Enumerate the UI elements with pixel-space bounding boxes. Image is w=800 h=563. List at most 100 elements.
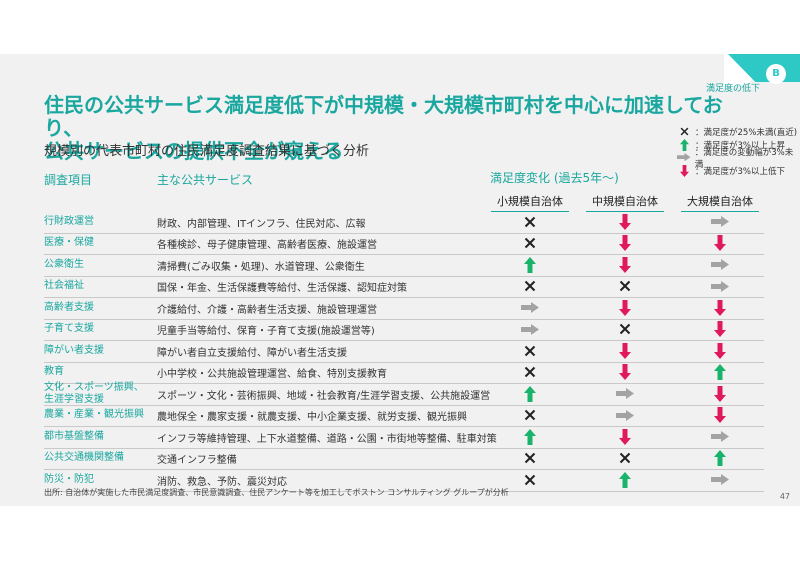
row-divider <box>44 383 764 384</box>
survey-item: 障がい者支援 <box>44 345 104 357</box>
cross-icon <box>615 320 635 338</box>
survey-item: 子育て支援 <box>44 323 94 335</box>
cross-icon <box>520 342 540 360</box>
source-note: 出所: 自治体が実施した市民満足度調査、市民意識調査、住民アンケート等を加工して… <box>44 488 509 497</box>
arrow-down-icon <box>676 164 692 177</box>
service-description: 清掃費(ごみ収集・処理)、水道管理、公衆衛生 <box>157 261 365 273</box>
service-description: 介護給付、介護・高齢者生活支援、施設管理運営 <box>157 304 377 316</box>
service-description: 交通インフラ整備 <box>157 455 237 467</box>
col-header-small: 小規模自治体 <box>497 195 563 208</box>
survey-item: 都市基盤整備 <box>44 431 104 443</box>
arrow-down-icon <box>710 234 730 252</box>
col-underline <box>681 211 759 212</box>
survey-item-label: 子育て支援 <box>44 323 94 335</box>
row-divider <box>44 490 764 492</box>
arrow-up-icon <box>520 385 540 403</box>
survey-item-label: 社会福祉 <box>44 280 84 292</box>
survey-item: 社会福祉 <box>44 280 84 292</box>
arrow-up-icon <box>676 138 692 151</box>
arrow-down-icon <box>710 385 730 403</box>
arrow-right-icon <box>520 320 540 338</box>
survey-item: 公共交通機関整備 <box>44 452 124 464</box>
survey-item-label: 教育 <box>44 366 64 378</box>
legend: ：満足度が25%未満(直近) ：満足度が3%以上上昇 ：満足度の変動幅が3%未満 ：満… <box>676 125 800 177</box>
header-item: 調査項目 <box>44 173 93 187</box>
legend-item: ：満足度が3%以上上昇 <box>676 138 800 151</box>
arrow-right-icon <box>615 406 635 424</box>
row-divider <box>44 340 764 341</box>
service-description: インフラ等維持管理、上下水道整備、道路・公園・市街地等整備、駐車対策 <box>157 433 497 445</box>
page-number: 47 <box>779 492 790 501</box>
col-underline <box>586 211 664 212</box>
service-description: 財政、内部管理、ITインフラ、住民対応、広報 <box>157 218 366 230</box>
cross-icon <box>520 449 540 467</box>
header-service: 主な公共サービス <box>157 173 254 187</box>
row-divider <box>44 426 764 427</box>
survey-item-label: 防災・防犯 <box>44 473 94 485</box>
arrow-up-icon <box>615 471 635 489</box>
legend-label: ：満足度の変動幅が3%未満 <box>694 147 794 170</box>
arrow-right-icon <box>615 385 635 403</box>
row-divider <box>44 361 764 363</box>
survey-item: 教育 <box>44 366 64 378</box>
row-divider <box>44 404 764 406</box>
row-divider <box>44 469 764 470</box>
survey-item: 行財政運営 <box>44 216 94 228</box>
arrow-right-icon <box>710 256 730 274</box>
survey-item: 公衆衛生 <box>44 259 84 271</box>
legend-label: ：満足度が25%未満(直近) <box>695 127 798 138</box>
survey-item-label: 医療・保健 <box>44 237 94 249</box>
arrow-right-icon <box>710 213 730 231</box>
arrow-down-icon <box>615 363 635 381</box>
service-description: 国保・年金、生活保護費等給付、生活保護、認知症対策 <box>157 283 407 295</box>
arrow-down-icon <box>615 342 635 360</box>
survey-item-label: 文化・スポーツ振興、 <box>44 381 144 393</box>
legend-label: ：満足度が3%以上低下 <box>695 166 785 177</box>
row-divider <box>44 447 764 449</box>
arrow-down-icon <box>710 320 730 338</box>
section-label: 満足度の低下 <box>705 84 760 94</box>
col-underline <box>491 211 569 212</box>
arrow-down-icon <box>710 299 730 317</box>
arrow-up-icon <box>520 256 540 274</box>
service-description: 小中学校・公共施設管理運営、給食、特別支援教育 <box>157 369 387 381</box>
arrow-down-icon <box>615 256 635 274</box>
title-line-2: 公共サービスの提供不全が窺える <box>44 139 344 163</box>
header-change: 満足度変化 (過去5年～) <box>490 171 619 185</box>
survey-item: 文化・スポーツ振興、 生涯学習支援 <box>44 382 144 406</box>
arrow-down-icon <box>710 342 730 360</box>
survey-item-label: 生涯学習支援 <box>44 393 104 405</box>
slide: B 満足度の低下 住民の公共サービス満足度低下が中規模・大規模市町村を中心に加速… <box>0 54 800 506</box>
arrow-down-icon <box>615 299 635 317</box>
cross-icon <box>615 277 635 295</box>
survey-item: 医療・保健 <box>44 237 94 249</box>
legend-item: ：満足度が25%未満(直近) <box>676 125 800 138</box>
arrow-up-icon <box>520 428 540 446</box>
arrow-down-icon <box>615 234 635 252</box>
title-line-1: 住民の公共サービス満足度低下が中規模・大規模市町村を中心に加速しており、 <box>44 93 723 140</box>
cross-icon <box>520 213 540 231</box>
arrow-down-icon <box>615 213 635 231</box>
survey-item-label: 都市基盤整備 <box>44 430 104 442</box>
arrow-up-icon <box>710 363 730 381</box>
survey-item-label: 障がい者支援 <box>44 344 104 356</box>
legend-item: ：満足度が3%以上低下 <box>676 164 800 177</box>
cross-icon <box>676 125 692 138</box>
legend-item: ：満足度の変動幅が3%未満 <box>676 148 800 170</box>
arrow-right-icon <box>710 471 730 489</box>
cross-icon <box>520 406 540 424</box>
row-divider <box>44 318 764 320</box>
arrow-down-icon <box>615 428 635 446</box>
row-divider <box>44 275 764 277</box>
service-description: 障がい者自立支援給付、障がい者生活支援 <box>157 347 347 359</box>
survey-item-label: 農業・産業・観光振興 <box>44 409 144 421</box>
page-title: 住民の公共サービス満足度低下が中規模・大規模市町村を中心に加速しており、 公共サ… <box>44 94 724 163</box>
survey-item: 高齢者支援 <box>44 302 94 314</box>
survey-item-label: 公共交通機関整備 <box>44 452 124 464</box>
service-description: 各種検診、母子健康管理、高齢者医療、施設運営 <box>157 240 377 252</box>
row-divider <box>44 232 764 234</box>
service-description: 農地保全・農家支援・就農支援、中小企業支援、就労支援、観光振興 <box>157 412 467 424</box>
arrow-up-icon <box>710 449 730 467</box>
section-badge: B <box>766 64 786 84</box>
legend-label: ：満足度が3%以上上昇 <box>695 140 785 151</box>
